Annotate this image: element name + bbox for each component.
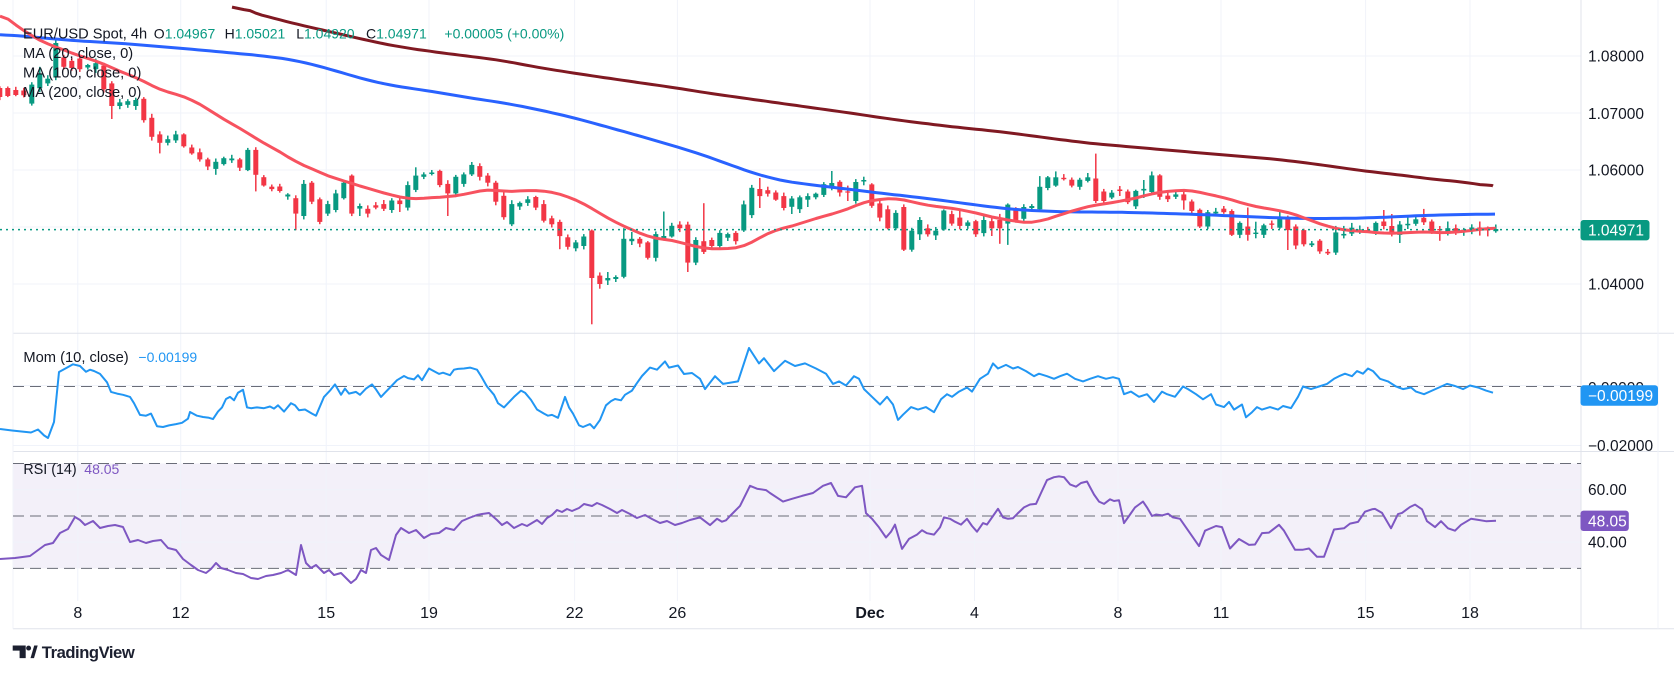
- svg-text:48.05: 48.05: [1588, 513, 1627, 530]
- svg-text:15: 15: [1357, 605, 1375, 622]
- svg-text:48.05: 48.05: [84, 461, 119, 477]
- svg-text:MA (100, close, 0): MA (100, close, 0): [23, 66, 141, 82]
- svg-text:−0.02000: −0.02000: [1588, 438, 1653, 455]
- svg-text:1.06000: 1.06000: [1588, 163, 1644, 180]
- svg-text:22: 22: [566, 605, 584, 622]
- svg-text:11: 11: [1213, 605, 1230, 622]
- svg-text:Dec: Dec: [855, 605, 884, 622]
- svg-text:8: 8: [73, 605, 82, 622]
- svg-text:15: 15: [317, 605, 335, 622]
- svg-text:−0.00199: −0.00199: [138, 349, 197, 365]
- svg-text:EUR/USD Spot, 4h: EUR/USD Spot, 4h: [23, 26, 147, 42]
- svg-text:Mom (10, close): Mom (10, close): [23, 350, 128, 366]
- svg-text:40.00: 40.00: [1588, 535, 1627, 552]
- svg-text:O1.04967: O1.04967: [154, 25, 216, 41]
- svg-text:1.04971: 1.04971: [1588, 223, 1644, 240]
- svg-text:60.00: 60.00: [1588, 482, 1627, 499]
- svg-text:C1.04971: C1.04971: [366, 25, 427, 41]
- svg-text:TradingView: TradingView: [42, 643, 135, 662]
- svg-text:1.07000: 1.07000: [1588, 106, 1644, 123]
- svg-text:RSI (14): RSI (14): [23, 462, 76, 478]
- svg-text:−0.00199: −0.00199: [1588, 388, 1653, 405]
- svg-text:19: 19: [420, 605, 438, 622]
- svg-text:8: 8: [1114, 605, 1123, 622]
- svg-text:4: 4: [970, 605, 979, 622]
- svg-text:+0.00005 (+0.00%): +0.00005 (+0.00%): [444, 25, 564, 41]
- svg-text:1.08000: 1.08000: [1588, 49, 1644, 66]
- svg-text:18: 18: [1461, 605, 1479, 622]
- svg-text:12: 12: [172, 605, 190, 622]
- svg-text:MA (20, close, 0): MA (20, close, 0): [23, 46, 133, 62]
- svg-text:L1.04920: L1.04920: [296, 25, 355, 41]
- svg-text:MA (200, close, 0): MA (200, close, 0): [23, 85, 141, 101]
- svg-text:1.04000: 1.04000: [1588, 277, 1644, 294]
- svg-text:26: 26: [669, 605, 687, 622]
- svg-text:H1.05021: H1.05021: [225, 25, 286, 41]
